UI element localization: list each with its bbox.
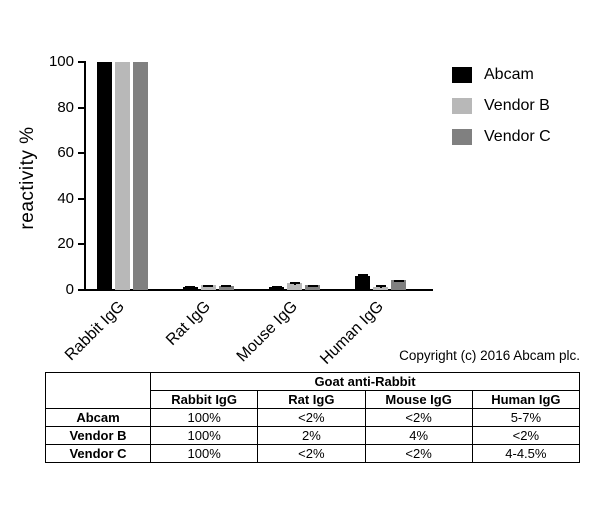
table-cell: <2%	[257, 444, 366, 463]
error-bar-cap	[289, 281, 300, 284]
table-row-label-abcam: Abcam	[45, 408, 151, 427]
reactivity-table: Goat anti-Rabbit Rabbit IgG Rat IgG Mous…	[45, 372, 581, 463]
legend-item-vendor-b: Vendor B	[452, 97, 551, 115]
table-cell: <2%	[471, 426, 581, 445]
bar-abcam-rat-igg	[182, 286, 198, 290]
table-row-label-vendor-c: Vendor C	[45, 444, 151, 463]
table-col-header-mouse-igg: Mouse IgG	[364, 390, 473, 409]
table-cell: <2%	[364, 408, 473, 427]
legend-item-abcam: Abcam	[452, 66, 551, 84]
error-bar-cap	[221, 285, 232, 288]
table-cell: 2%	[257, 426, 366, 445]
legend-label-vendor-c: Vendor C	[484, 128, 551, 145]
table-group-header-row: Goat anti-Rabbit	[45, 372, 580, 409]
error-bar-cap	[357, 274, 368, 277]
table-col-header-human-igg: Human IgG	[471, 390, 581, 409]
bar-abcam-rabbit-igg	[96, 62, 112, 290]
legend-item-vendor-c: Vendor C	[452, 128, 551, 146]
bar-vendor-c-rat-igg	[218, 286, 234, 290]
error-bar	[361, 274, 364, 279]
table-cell: 4-4.5%	[471, 444, 581, 463]
table-row-abcam: Abcam 100% <2% <2% 5-7%	[45, 408, 581, 427]
y-tick-label: 80	[57, 98, 74, 116]
table-col-header-rabbit-igg: Rabbit IgG	[149, 390, 259, 409]
bar-vendor-c-mouse-igg	[305, 285, 321, 290]
y-tick-mark	[78, 152, 84, 155]
table-cell: 100%	[149, 426, 259, 445]
legend-swatch-abcam-icon	[452, 67, 472, 83]
bar-vendor-c-rabbit-igg	[132, 62, 148, 290]
bar-vendor-b-rat-igg	[200, 285, 216, 290]
bar-abcam-mouse-igg	[269, 286, 285, 290]
y-tick-mark	[78, 197, 84, 200]
y-tick-mark	[78, 106, 84, 109]
table-cell: 100%	[149, 444, 259, 463]
error-bar-cap	[375, 285, 386, 288]
y-tick-label: 100	[48, 53, 74, 70]
error-bar-cap	[393, 279, 404, 282]
table-row-vendor-b: Vendor B 100% 2% 4% <2%	[45, 426, 581, 445]
legend-swatch-vendor-c-icon	[452, 129, 472, 145]
table-cell: 100%	[149, 408, 259, 427]
x-axis-line	[84, 289, 433, 291]
legend-label-abcam: Abcam	[484, 66, 534, 83]
table-group-header: Goat anti-Rabbit	[150, 372, 580, 391]
y-tick-label: 40	[57, 189, 74, 207]
bar-vendor-b-rabbit-igg	[114, 62, 130, 290]
bar-vendor-b-human-igg	[373, 286, 389, 290]
y-tick-mark	[78, 243, 84, 246]
table-cell: <2%	[257, 408, 366, 427]
legend: Abcam Vendor B Vendor C	[452, 66, 551, 159]
bar-abcam-human-igg	[355, 276, 371, 290]
y-axis-line	[84, 61, 86, 291]
legend-label-vendor-b: Vendor B	[484, 97, 550, 114]
error-bar-cap	[203, 284, 214, 287]
y-tick-label: 60	[57, 144, 74, 162]
table-cell: 5-7%	[471, 408, 581, 427]
bar-vendor-b-mouse-igg	[287, 283, 303, 290]
bar-vendor-c-human-igg	[391, 280, 407, 290]
table-row-vendor-c: Vendor C 100% <2% <2% 4-4.5%	[45, 444, 581, 463]
error-bar-cap	[185, 285, 196, 288]
y-tick-mark	[78, 289, 84, 291]
table-corner-cell	[45, 372, 151, 409]
table-cell: 4%	[364, 426, 473, 445]
error-bar-cap	[307, 284, 318, 287]
table-cell: <2%	[364, 444, 473, 463]
table-col-header-rat-igg: Rat IgG	[257, 390, 366, 409]
y-tick-label: 20	[57, 235, 74, 253]
error-bar-cap	[271, 285, 282, 288]
table-row-label-vendor-b: Vendor B	[45, 426, 151, 445]
y-tick-mark	[78, 61, 84, 63]
y-tick-label: 0	[65, 281, 74, 298]
copyright-text: Copyright (c) 2016 Abcam plc.	[399, 348, 580, 363]
legend-swatch-vendor-b-icon	[452, 98, 472, 114]
y-axis-title: reactivity %	[17, 126, 38, 230]
